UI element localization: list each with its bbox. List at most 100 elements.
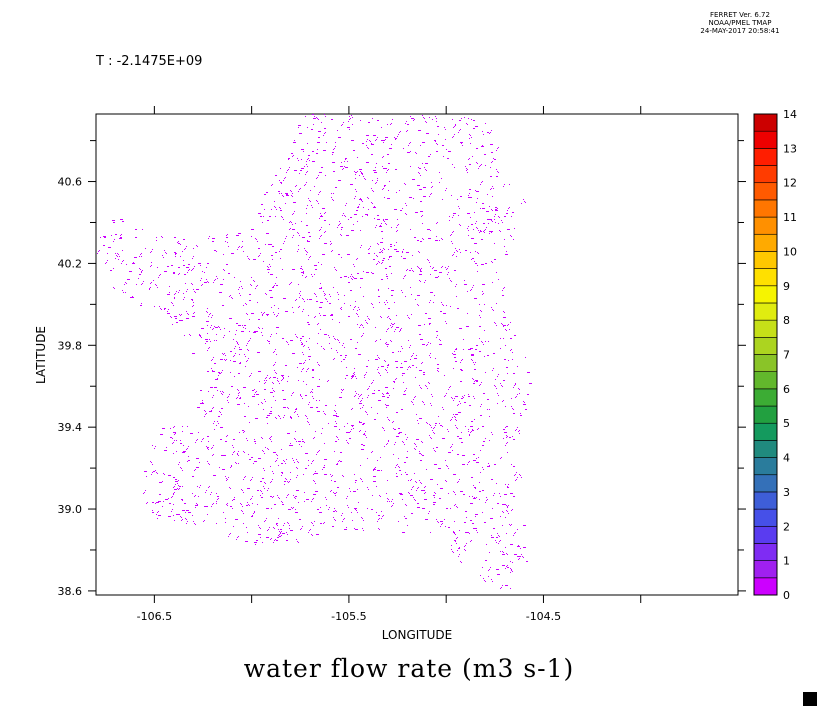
flow-point <box>257 394 258 395</box>
flow-point <box>281 475 282 476</box>
flow-point <box>300 340 301 341</box>
flow-point <box>460 129 461 130</box>
flow-point <box>473 396 474 397</box>
flow-point <box>479 482 480 483</box>
flow-point <box>208 263 209 264</box>
flow-point <box>365 179 366 180</box>
flow-point <box>480 415 481 416</box>
flow-point <box>524 525 525 526</box>
flow-point <box>388 397 389 398</box>
flow-point <box>308 158 309 159</box>
flow-point <box>372 190 373 191</box>
flow-point <box>324 293 325 294</box>
flow-point <box>324 465 325 466</box>
flow-point <box>187 448 188 449</box>
flow-point <box>114 222 115 223</box>
flow-point <box>237 453 238 454</box>
flow-point <box>265 244 266 245</box>
flow-point <box>227 234 228 235</box>
flow-point <box>372 509 373 510</box>
flow-point <box>323 291 324 292</box>
flow-point <box>249 505 250 506</box>
flow-point <box>426 345 427 346</box>
flow-point <box>209 314 210 315</box>
flow-point <box>157 473 158 474</box>
flow-point <box>510 572 511 573</box>
flow-point <box>338 180 339 181</box>
flow-point <box>473 238 474 239</box>
flow-point <box>275 417 276 418</box>
flow-point <box>385 168 386 169</box>
flow-point <box>290 445 291 446</box>
flow-point <box>324 315 325 316</box>
flow-point <box>298 502 299 503</box>
flow-point <box>248 504 249 505</box>
flow-point <box>491 479 492 480</box>
flow-point <box>179 290 180 291</box>
flow-point <box>367 487 368 488</box>
flow-point <box>329 303 330 304</box>
flow-point <box>173 432 174 433</box>
flow-point <box>488 341 489 342</box>
flow-point <box>228 246 229 247</box>
flow-point <box>238 344 239 345</box>
flow-point <box>299 125 300 126</box>
flow-point <box>459 438 460 439</box>
flow-point <box>469 189 470 190</box>
flow-point <box>208 238 209 239</box>
flow-point <box>396 473 397 474</box>
flow-point <box>187 521 188 522</box>
flow-point <box>517 556 518 557</box>
flow-point <box>320 523 321 524</box>
flow-point <box>175 481 176 482</box>
flow-point <box>205 282 206 283</box>
flow-point <box>449 387 450 388</box>
flow-point <box>436 519 437 520</box>
flow-point <box>270 266 271 267</box>
flow-point <box>365 320 366 321</box>
flow-point <box>354 374 355 375</box>
flow-point <box>345 159 346 160</box>
flow-point <box>243 479 244 480</box>
flow-point <box>395 139 396 140</box>
flow-point <box>402 375 403 376</box>
flow-point <box>333 152 334 153</box>
flow-point <box>492 581 493 582</box>
flow-point <box>400 210 401 211</box>
flow-point <box>204 282 205 283</box>
flow-point <box>340 166 341 167</box>
flow-point <box>360 278 361 279</box>
flow-point <box>424 167 425 168</box>
flow-point <box>258 534 259 535</box>
flow-point <box>420 168 421 169</box>
flow-point <box>326 505 327 506</box>
flow-point <box>128 279 129 280</box>
flow-point <box>477 381 478 382</box>
plot-area: -106.5 -105.5 -104.5 38.639.039.439.840.24… <box>58 106 746 623</box>
flow-point <box>372 495 373 496</box>
flow-point <box>276 209 277 210</box>
flow-point <box>492 186 493 187</box>
flow-point <box>178 480 179 481</box>
flow-point <box>201 285 202 286</box>
flow-point <box>350 339 351 340</box>
flow-point <box>429 511 430 512</box>
flow-point <box>494 464 495 465</box>
flow-point <box>407 525 408 526</box>
flow-point <box>356 259 357 260</box>
flow-point <box>325 231 326 232</box>
flow-point <box>375 170 376 171</box>
flow-point <box>368 122 369 123</box>
flow-point <box>199 487 200 488</box>
flow-point <box>274 540 275 541</box>
flow-point <box>412 255 413 256</box>
flow-point <box>484 304 485 305</box>
flow-point <box>399 470 400 471</box>
flow-point <box>339 221 340 222</box>
flow-point <box>455 534 456 535</box>
flow-point <box>439 272 440 273</box>
flow-point <box>523 525 524 526</box>
flow-point <box>498 395 499 396</box>
flow-point <box>208 282 209 283</box>
flow-point <box>174 520 175 521</box>
